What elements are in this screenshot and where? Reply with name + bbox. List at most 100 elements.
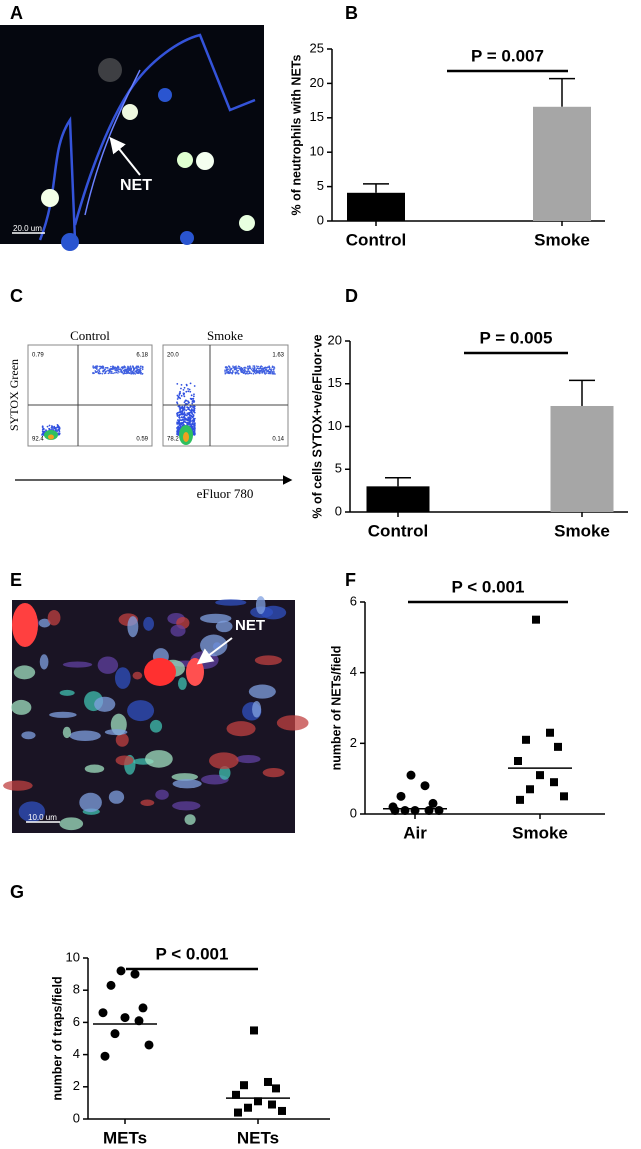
event-dot [187,413,190,416]
point [250,1026,258,1035]
event-dot [243,366,246,369]
event-dot [264,371,266,373]
event-dot [176,414,179,416]
event-dot [95,371,98,373]
y-tick-label: 0 [335,503,342,518]
event-dot [177,405,180,408]
y-tick-label: 10 [310,144,324,159]
event-dot [98,370,101,373]
event-dot [192,415,195,418]
event-dot [237,367,239,369]
x-tick-label: Smoke [554,521,610,540]
event-dot [245,372,248,375]
cell [84,764,105,773]
event-dot [181,407,184,409]
event-dot [176,426,179,429]
plot-frame [27,344,153,447]
point [406,770,416,780]
cell [11,699,32,715]
event-dot [193,400,196,402]
event-dot [193,407,196,410]
point [434,805,444,815]
event-dot [258,372,261,375]
event-dot [139,369,141,372]
bar [366,486,430,512]
event-dot [192,395,195,398]
point [144,1040,154,1050]
event-dot [270,368,273,370]
panel-label: B [345,3,358,23]
cell [13,665,36,680]
cell [149,719,163,733]
event-dot [180,416,183,419]
cell [254,655,282,666]
cell [215,620,233,633]
y-tick-label: 15 [310,109,324,124]
event-dot [125,372,128,375]
event-dot [130,367,133,370]
event-dot [133,371,135,374]
event-dot [139,365,142,368]
event-dot [181,419,184,421]
event-dot [112,372,114,375]
event-dot [99,372,102,375]
cell [276,715,309,731]
event-dot [243,368,246,371]
event-dot [102,369,105,372]
event-dot [122,369,125,372]
event-dot [190,415,193,417]
event-dot [177,433,179,436]
y-tick-label: 20 [328,332,342,347]
panel-label: C [10,286,23,306]
point [514,757,522,765]
cell [143,616,154,631]
event-dot [224,372,227,375]
event-dot [123,367,125,369]
event-dot [248,365,251,368]
x-tick-label: METs [103,1128,147,1147]
event-dot [187,407,190,410]
y-tick-label: 0 [350,805,357,820]
point [134,1016,144,1026]
point [138,1003,148,1013]
y-tick-label: 6 [73,1014,80,1029]
cell [200,613,232,624]
event-dot [265,368,268,371]
event-dot [183,409,185,411]
event-dot [182,388,185,391]
event-dot [236,370,239,373]
event-dot [178,427,180,430]
event-dot [252,373,255,375]
event-dot [247,366,249,368]
cell [184,814,196,825]
event-dot [180,394,183,397]
event-dot [272,368,275,371]
event-dot [258,367,261,370]
point [254,1097,262,1106]
event-dot [179,407,182,410]
event-dot [51,427,54,429]
event-dot [107,367,109,369]
event-dot [178,423,181,426]
y-tick-label: 5 [317,178,324,193]
arrow [196,637,233,665]
cell [145,750,173,768]
cell [62,726,72,739]
event-dot [135,371,138,374]
cell [262,768,285,778]
x-tick-label: NETs [237,1128,279,1147]
event-dot [187,400,189,403]
event-dot [190,394,193,397]
event-dot [42,427,45,430]
event-dot [193,420,196,423]
event-dot [178,421,180,424]
event-dot [187,416,190,419]
quadrant-value: 0.79 [32,353,44,359]
point [424,805,434,815]
y-tick-label: 0 [73,1110,80,1125]
cell [97,656,119,674]
point [400,805,410,815]
event-dot [188,418,191,421]
event-dot [193,433,196,436]
event-dot [183,417,186,420]
